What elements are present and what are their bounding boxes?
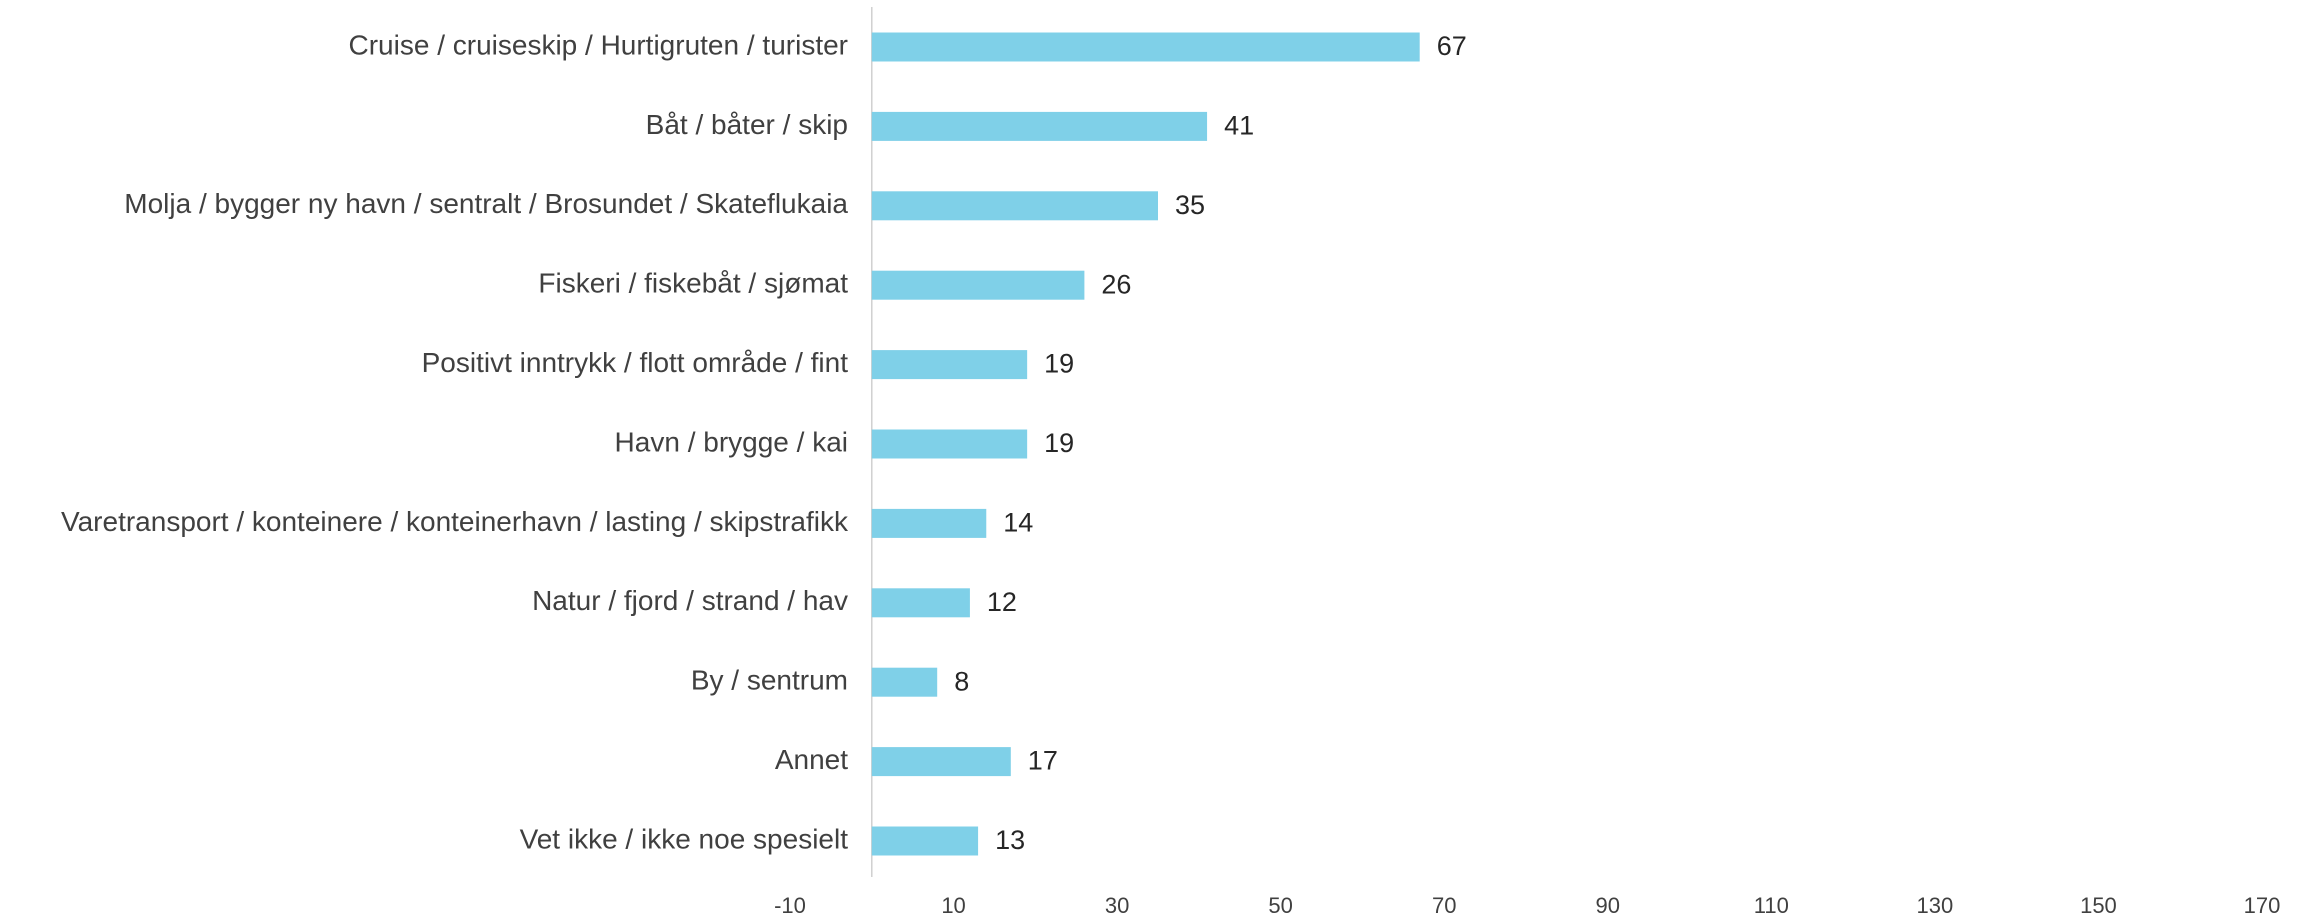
x-tick-label: 10 <box>941 893 965 914</box>
y-tick-label: Havn / brygge / kai <box>615 426 848 457</box>
data-label: 13 <box>995 825 1025 855</box>
data-label: 17 <box>1028 746 1058 776</box>
data-label: 41 <box>1224 111 1254 141</box>
bar <box>871 747 1011 777</box>
y-tick-label: Molja / bygger ny havn / sentralt / Bros… <box>124 188 848 219</box>
bar <box>871 111 1208 141</box>
bar <box>871 429 1028 459</box>
data-label: 35 <box>1175 190 1205 220</box>
x-tick-label: 150 <box>2080 893 2117 914</box>
y-tick-label: Annet <box>775 744 848 775</box>
bar <box>871 350 1028 380</box>
x-tick-label: 110 <box>1754 893 1789 914</box>
bar <box>871 826 979 856</box>
y-tick-label: Vet ikke / ikke noe spesielt <box>520 823 849 854</box>
bar <box>871 667 938 697</box>
bar <box>871 191 1158 221</box>
x-tick-label: 30 <box>1105 893 1129 914</box>
bar <box>871 588 970 618</box>
bar <box>871 270 1085 300</box>
y-tick-label: Positivt inntrykk / flott område / fint <box>422 347 849 378</box>
data-label: 19 <box>1044 428 1074 458</box>
x-tick-label: -10 <box>774 893 806 914</box>
data-label: 14 <box>1003 508 1033 538</box>
y-tick-label: Fiskeri / fiskebåt / sjømat <box>538 268 848 299</box>
data-label: 19 <box>1044 349 1074 379</box>
y-tick-label: Cruise / cruiseskip / Hurtigruten / turi… <box>349 29 849 60</box>
y-tick-label: Varetransport / konteinere / konteinerha… <box>61 506 849 537</box>
data-label: 26 <box>1101 269 1131 299</box>
x-tick-label: 70 <box>1432 893 1456 914</box>
y-tick-label: Båt / båter / skip <box>646 109 848 140</box>
data-label: 8 <box>954 666 969 696</box>
data-label: 67 <box>1437 31 1467 61</box>
x-tick-label: 50 <box>1268 893 1292 914</box>
bar <box>871 32 1420 62</box>
y-tick-label: Natur / fjord / strand / hav <box>532 585 848 616</box>
x-tick-label: 90 <box>1596 893 1620 914</box>
x-tick-label: 170 <box>2244 893 2281 914</box>
data-label: 12 <box>987 587 1017 617</box>
x-tick-label: 130 <box>1917 893 1954 914</box>
bar <box>871 508 987 538</box>
y-tick-label: By / sentrum <box>691 665 848 696</box>
